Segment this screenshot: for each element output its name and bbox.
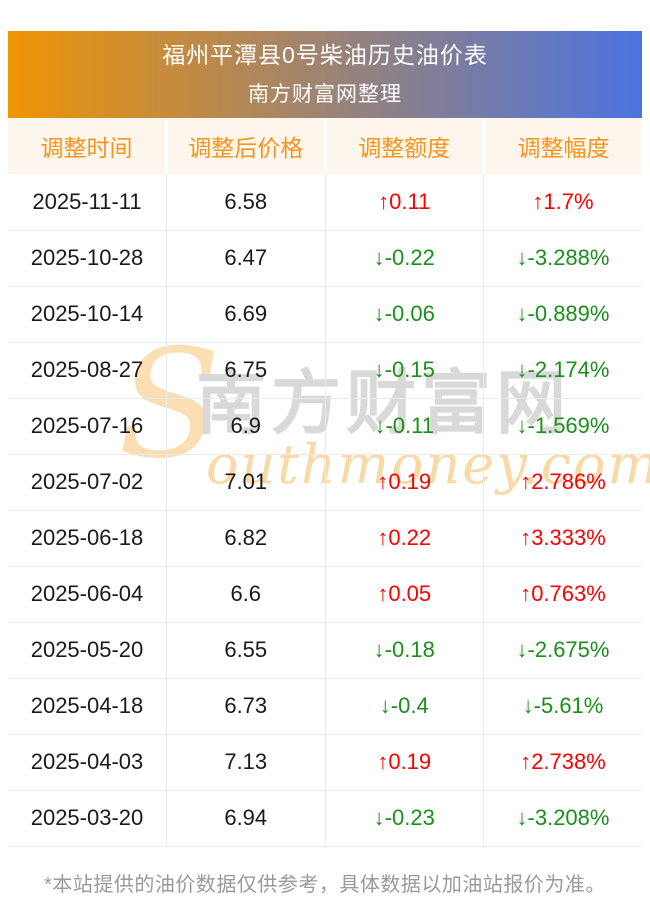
cell-change: ↓-0.15 [324,342,484,399]
cell-date: 2025-05-20 [8,622,167,679]
cell-percent: ↑2.786% [483,454,642,511]
cell-price: 6.6 [166,566,325,623]
cell-price: 6.47 [166,230,325,287]
cell-percent: ↓-2.675% [483,622,642,679]
cell-change: ↑0.11 [324,174,484,231]
cell-price: 7.13 [166,734,325,791]
table-row: 2025-03-20 6.94 ↓-0.23 ↓-3.208% [8,790,642,847]
footer-note: *本站提供的油价数据仅供参考，具体数据以加油站报价为准。 [44,873,606,896]
cell-date: 2025-10-28 [8,230,167,287]
table-row: 2025-04-03 7.13 ↑0.19 ↑2.738% [8,734,642,791]
cell-date: 2025-03-20 [8,790,167,847]
cell-change: ↑0.19 [324,734,484,791]
cell-price: 6.69 [166,286,325,343]
cell-price: 6.82 [166,510,325,567]
cell-price: 6.58 [166,174,325,231]
table-row: 2025-11-11 6.58 ↑0.11 ↑1.7% [8,174,642,231]
cell-percent: ↓-5.61% [483,678,642,735]
cell-price: 6.9 [166,398,325,455]
title-banner: 福州平潭县0号柴油历史油价表 南方财富网整理 [8,31,642,118]
cell-date: 2025-08-27 [8,342,167,399]
cell-price: 6.73 [166,678,325,735]
price-table-body: 2025-11-11 6.58 ↑0.11 ↑1.7% 2025-10-28 6… [8,174,642,847]
cell-price: 7.01 [166,454,325,511]
cell-percent: ↓-2.174% [483,342,642,399]
column-header-price: 调整后价格 [165,118,325,174]
cell-price: 6.94 [166,790,325,847]
cell-change: ↑0.05 [324,566,484,623]
table-row: 2025-08-27 6.75 ↓-0.15 ↓-2.174% [8,342,642,399]
cell-date: 2025-04-03 [8,734,167,791]
column-header-change: 调整额度 [323,118,484,174]
cell-change: ↓-0.06 [324,286,484,343]
table-row: 2025-10-28 6.47 ↓-0.22 ↓-3.288% [8,230,642,287]
table-row: 2025-06-18 6.82 ↑0.22 ↑3.333% [8,510,642,567]
page-title: 福州平潭县0号柴油历史油价表 [162,42,488,68]
oil-price-history-table: 调整时间 调整后价格 调整额度 调整幅度 2025-11-11 6.58 ↑0.… [8,118,642,847]
cell-date: 2025-11-11 [8,174,167,231]
cell-price: 6.75 [166,342,325,399]
column-header-percent: 调整幅度 [482,118,642,174]
cell-percent: ↑2.738% [483,734,642,791]
cell-price: 6.55 [166,622,325,679]
cell-change: ↓-0.18 [324,622,484,679]
cell-date: 2025-10-14 [8,286,167,343]
column-header-time: 调整时间 [8,118,167,174]
table-row: 2025-05-20 6.55 ↓-0.18 ↓-2.675% [8,622,642,679]
table-row: 2025-06-04 6.6 ↑0.05 ↑0.763% [8,566,642,623]
cell-change: ↓-0.23 [324,790,484,847]
table-row: 2025-10-14 6.69 ↓-0.06 ↓-0.889% [8,286,642,343]
cell-date: 2025-07-16 [8,398,167,455]
cell-percent: ↑0.763% [483,566,642,623]
table-header-row: 调整时间 调整后价格 调整额度 调整幅度 [8,118,642,174]
cell-change: ↑0.22 [324,510,484,567]
cell-percent: ↑3.333% [483,510,642,567]
cell-date: 2025-07-02 [8,454,167,511]
page-subtitle: 南方财富网整理 [248,83,402,106]
cell-percent: ↑1.7% [483,174,642,231]
cell-change: ↓-0.11 [324,398,484,455]
cell-date: 2025-06-18 [8,510,167,567]
cell-date: 2025-04-18 [8,678,167,735]
cell-change: ↓-0.22 [324,230,484,287]
cell-percent: ↓-1.569% [483,398,642,455]
table-header: 调整时间 调整后价格 调整额度 调整幅度 [8,118,642,174]
cell-percent: ↓-3.288% [483,230,642,287]
cell-percent: ↓-3.208% [483,790,642,847]
cell-change: ↑0.19 [324,454,484,511]
cell-change: ↓-0.4 [324,678,484,735]
table-row: 2025-07-02 7.01 ↑0.19 ↑2.786% [8,454,642,511]
table-row: 2025-04-18 6.73 ↓-0.4 ↓-5.61% [8,678,642,735]
cell-date: 2025-06-04 [8,566,167,623]
table-row: 2025-07-16 6.9 ↓-0.11 ↓-1.569% [8,398,642,455]
cell-percent: ↓-0.889% [483,286,642,343]
